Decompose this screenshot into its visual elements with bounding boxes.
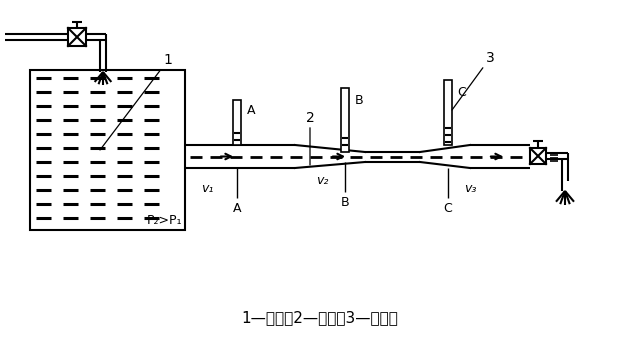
Bar — [30, 70, 185, 230]
Text: C: C — [458, 85, 467, 99]
Bar — [68, 28, 86, 46]
Bar — [530, 148, 546, 164]
Bar — [444, 80, 452, 145]
Text: v₂: v₂ — [316, 173, 328, 187]
Text: v₃: v₃ — [464, 182, 476, 194]
Text: A: A — [233, 202, 241, 215]
Bar — [341, 88, 349, 152]
Text: 2: 2 — [306, 111, 314, 165]
Text: v₁: v₁ — [201, 182, 213, 194]
Text: B: B — [355, 94, 364, 106]
Text: B: B — [340, 195, 349, 208]
Text: 1—容器；2—管道；3—玻璃管: 1—容器；2—管道；3—玻璃管 — [241, 310, 399, 325]
Text: P₂>P₁: P₂>P₁ — [147, 214, 183, 226]
Bar — [233, 100, 241, 145]
Text: A: A — [247, 103, 255, 117]
Text: 3: 3 — [452, 51, 494, 110]
Text: 1: 1 — [100, 53, 172, 150]
Text: C: C — [444, 202, 452, 215]
